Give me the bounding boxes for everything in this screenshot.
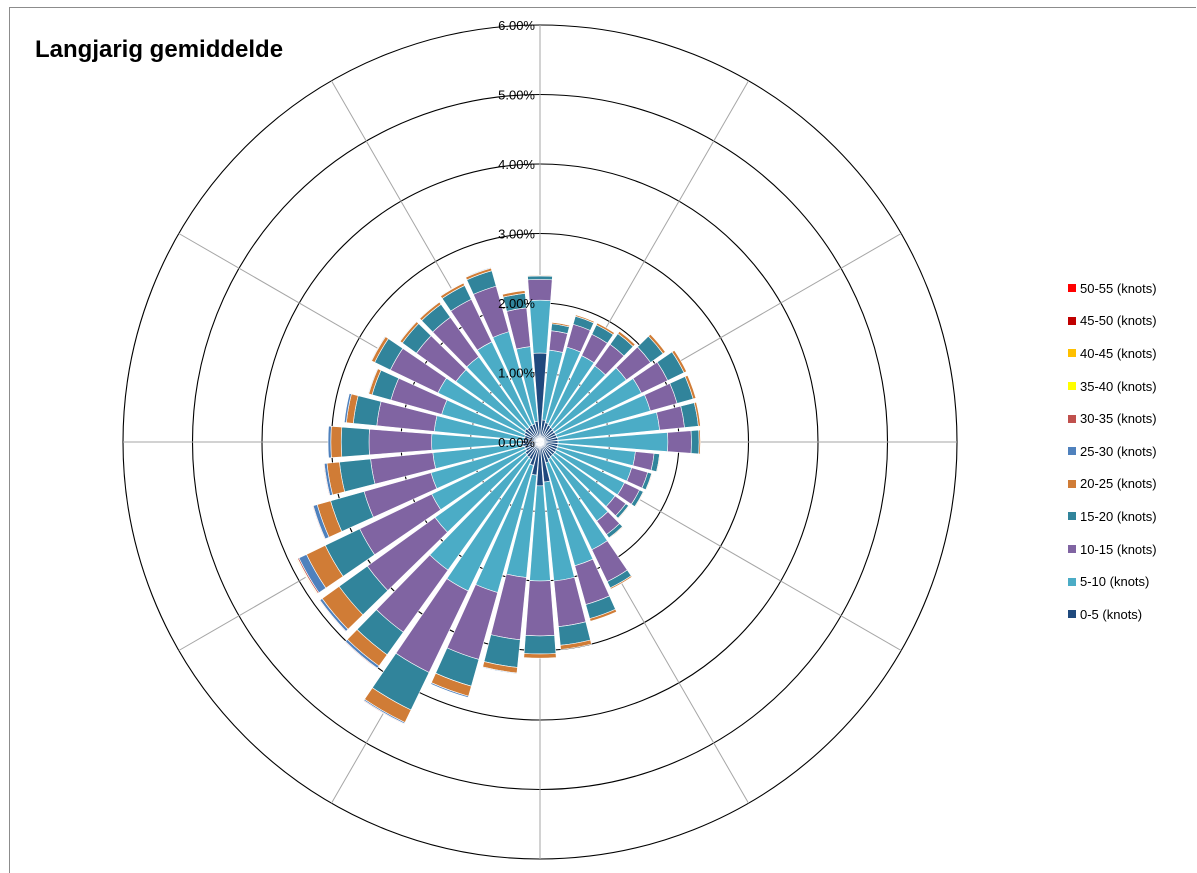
sector-160-series-4 <box>589 608 618 622</box>
sector-40-series-4 <box>617 330 636 347</box>
legend-item: 15-20 (knots) <box>1068 500 1157 533</box>
legend-label: 30-35 (knots) <box>1080 411 1157 427</box>
legend-swatch <box>1068 512 1076 521</box>
legend-item: 5-10 (knots) <box>1068 565 1157 598</box>
sector-10-series-4 <box>551 322 571 328</box>
legend-label: 40-45 (knots) <box>1080 345 1157 361</box>
legend-item: 45-50 (knots) <box>1068 305 1157 338</box>
sector-290-series-5 <box>367 368 379 395</box>
sector-150-series-4 <box>609 575 633 590</box>
legend-item: 10-15 (knots) <box>1068 533 1157 566</box>
sector-30-series-4 <box>595 322 615 336</box>
legend-swatch <box>1068 349 1076 358</box>
radial-tick-label-5: 5.00% <box>498 88 535 103</box>
sector-300-series-5 <box>370 335 386 362</box>
sector-270-series-3 <box>340 426 370 458</box>
radial-tick-label-2: 2.00% <box>498 296 535 311</box>
sector-310-series-5 <box>399 320 418 342</box>
sector-260-series-3 <box>339 458 376 493</box>
stacked-sector-bars <box>295 267 701 725</box>
chart-title: Langjarig gemiddelde <box>35 36 284 63</box>
sector-140-series-4 <box>608 526 624 539</box>
legend-label: 15-20 (knots) <box>1080 508 1157 524</box>
radial-tick-labels: 0.00% 1.00% 2.00% 3.00% 4.00% 5.00% 6.00% <box>498 18 535 450</box>
radial-tick-label-4: 4.00% <box>498 157 535 172</box>
legend-label: 0-5 (knots) <box>1080 606 1143 622</box>
legend-label: 25-30 (knots) <box>1080 443 1157 459</box>
sector-60-series-4 <box>671 349 687 374</box>
legend-label: 20-25 (knots) <box>1080 476 1157 492</box>
sector-210-series-6 <box>362 699 405 725</box>
sector-80-series-4 <box>693 401 701 427</box>
radial-tick-label-3: 3.00% <box>498 227 535 242</box>
legend-item: 20-25 (knots) <box>1068 468 1157 501</box>
sector-100-series-4 <box>656 453 661 473</box>
legend-item: 25-30 (knots) <box>1068 435 1157 468</box>
legend-swatch <box>1068 414 1076 423</box>
sector-250-series-6 <box>312 505 326 540</box>
radial-tick-label-1: 1.00% <box>498 366 535 381</box>
sector-230-series-6 <box>318 599 347 633</box>
legend-swatch <box>1068 382 1076 391</box>
sector-130-series-4 <box>617 505 630 520</box>
legend-label: 45-50 (knots) <box>1080 313 1157 329</box>
sector-100-series-2 <box>632 451 655 471</box>
sector-10-series-2 <box>548 330 569 353</box>
sector-280-series-5 <box>343 393 352 424</box>
chart-frame <box>9 7 1196 873</box>
radial-tick-label-0: 0.00% <box>498 435 535 450</box>
legend-swatch <box>1068 610 1076 619</box>
legend-swatch <box>1068 479 1076 488</box>
legend-swatch <box>1068 284 1076 293</box>
sector-260-series-6 <box>323 463 331 497</box>
sector-0-series-4 <box>527 274 553 277</box>
legend-item: 35-40 (knots) <box>1068 370 1157 403</box>
sector-190-series-3 <box>483 634 521 668</box>
sector-120-series-4 <box>634 491 645 508</box>
legend-item: 30-35 (knots) <box>1068 402 1157 435</box>
sector-240-series-8 <box>295 558 318 595</box>
sector-330-series-5 <box>439 281 464 297</box>
sector-200-series-5 <box>430 682 469 698</box>
radial-tick-label-6: 6.00% <box>498 18 535 33</box>
legend-item: 50-55 (knots) <box>1068 272 1157 305</box>
sector-280-series-3 <box>352 395 382 427</box>
legend-item: 0-5 (knots) <box>1068 598 1157 631</box>
sector-220-series-6 <box>344 641 378 670</box>
legend-swatch <box>1068 447 1076 456</box>
sector-170-series-4 <box>559 639 592 650</box>
sector-80-series-2 <box>656 405 685 431</box>
sector-180-series-2 <box>525 580 555 637</box>
legend-label: 5-10 (knots) <box>1080 574 1150 590</box>
sector-320-series-5 <box>418 301 440 320</box>
sector-90-series-3 <box>690 429 700 455</box>
sector-70-series-4 <box>684 374 697 400</box>
sector-350-series-4 <box>502 290 526 298</box>
legend-label: 35-40 (knots) <box>1080 378 1157 394</box>
legend-label: 50-55 (knots) <box>1080 280 1157 296</box>
sector-180-series-3 <box>523 635 557 655</box>
sector-90-series-4 <box>698 429 701 455</box>
legend-swatch <box>1068 316 1076 325</box>
sector-190-series-5 <box>482 666 518 675</box>
sector-0-series-3 <box>527 275 553 281</box>
sector-270-series-5 <box>327 425 332 459</box>
legend-swatch <box>1068 577 1076 586</box>
legend-item: 40-45 (knots) <box>1068 337 1157 370</box>
legend: 50-55 (knots) 45-50 (knots) 40-45 (knots) 3… <box>1068 272 1157 631</box>
sector-20-series-4 <box>574 314 595 324</box>
sector-270-series-2 <box>368 428 433 456</box>
sector-50-series-4 <box>648 333 666 355</box>
sector-110-series-4 <box>645 473 653 491</box>
sector-270-series-4 <box>330 425 343 459</box>
legend-swatch <box>1068 545 1076 554</box>
sector-180-series-4 <box>523 653 557 659</box>
legend-label: 10-15 (knots) <box>1080 541 1157 557</box>
sector-90-series-2 <box>667 430 692 454</box>
sector-340-series-5 <box>464 267 492 278</box>
